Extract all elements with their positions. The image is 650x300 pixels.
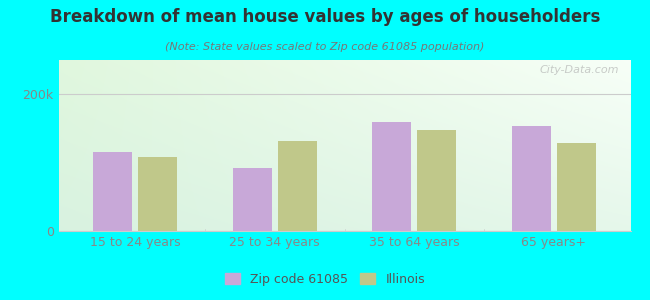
- Bar: [233, 168, 272, 231]
- Bar: [278, 141, 317, 231]
- Bar: [138, 157, 177, 231]
- Text: Breakdown of mean house values by ages of householders: Breakdown of mean house values by ages o…: [50, 8, 600, 26]
- Text: (Note: State values scaled to Zip code 61085 population): (Note: State values scaled to Zip code 6…: [165, 42, 485, 52]
- Bar: [556, 143, 595, 231]
- Legend: Zip code 61085, Illinois: Zip code 61085, Illinois: [220, 268, 430, 291]
- Bar: [512, 126, 551, 231]
- Bar: [94, 152, 133, 231]
- Text: City-Data.com: City-Data.com: [540, 65, 619, 75]
- Bar: [417, 130, 456, 231]
- Bar: [372, 122, 411, 231]
